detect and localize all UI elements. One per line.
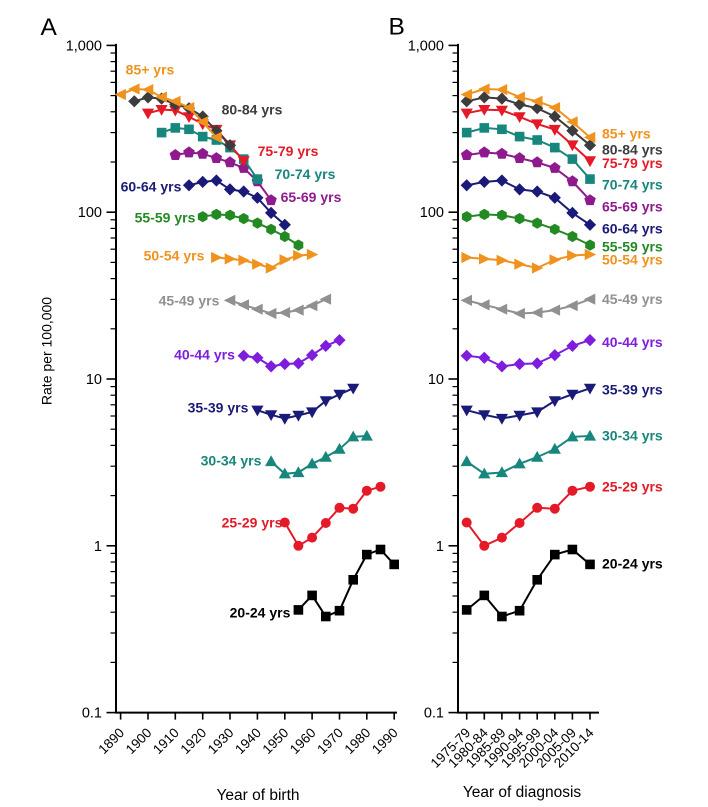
svg-text:75-79 yrs: 75-79 yrs: [258, 143, 319, 159]
svg-text:80-84 yrs: 80-84 yrs: [222, 102, 283, 118]
svg-text:75-79 yrs: 75-79 yrs: [602, 155, 663, 171]
svg-text:0.1: 0.1: [424, 706, 444, 722]
svg-text:30-34 yrs: 30-34 yrs: [602, 427, 663, 443]
svg-text:70-74 yrs: 70-74 yrs: [602, 177, 663, 193]
svg-text:35-39 yrs: 35-39 yrs: [188, 400, 249, 416]
svg-text:70-74 yrs: 70-74 yrs: [275, 166, 336, 182]
svg-text:10: 10: [86, 372, 102, 388]
svg-text:10: 10: [428, 372, 444, 388]
svg-text:Rate per 100,000: Rate per 100,000: [39, 297, 55, 405]
svg-text:40-44 yrs: 40-44 yrs: [602, 334, 663, 350]
svg-text:50-54 yrs: 50-54 yrs: [144, 248, 205, 264]
svg-text:65-69 yrs: 65-69 yrs: [281, 189, 342, 205]
svg-text:40-44 yrs: 40-44 yrs: [174, 347, 235, 363]
svg-text:60-64 yrs: 60-64 yrs: [121, 179, 182, 195]
svg-text:35-39 yrs: 35-39 yrs: [602, 382, 663, 398]
svg-text:55-59 yrs: 55-59 yrs: [602, 239, 663, 255]
svg-text:B: B: [389, 14, 405, 41]
svg-text:85+ yrs: 85+ yrs: [602, 126, 651, 142]
svg-text:100: 100: [420, 205, 444, 221]
svg-text:A: A: [41, 14, 58, 41]
svg-text:20-24 yrs: 20-24 yrs: [602, 555, 663, 571]
svg-text:0.1: 0.1: [82, 706, 102, 722]
svg-text:1: 1: [94, 539, 102, 555]
svg-text:60-64 yrs: 60-64 yrs: [602, 221, 663, 237]
svg-text:30-34 yrs: 30-34 yrs: [201, 453, 262, 469]
svg-text:55-59 yrs: 55-59 yrs: [135, 210, 196, 226]
svg-text:100: 100: [78, 205, 102, 221]
svg-text:Year of diagnosis: Year of diagnosis: [463, 784, 582, 801]
svg-text:Year of birth: Year of birth: [216, 787, 299, 804]
svg-text:20-24 yrs: 20-24 yrs: [230, 605, 291, 621]
svg-text:45-49 yrs: 45-49 yrs: [159, 293, 220, 309]
svg-text:1,000: 1,000: [408, 38, 444, 54]
svg-text:85+ yrs: 85+ yrs: [126, 62, 175, 78]
svg-text:65-69 yrs: 65-69 yrs: [602, 198, 663, 214]
svg-text:80-84 yrs: 80-84 yrs: [602, 141, 663, 157]
svg-text:25-29 yrs: 25-29 yrs: [222, 515, 283, 531]
svg-text:25-29 yrs: 25-29 yrs: [602, 479, 663, 495]
svg-text:50-54 yrs: 50-54 yrs: [602, 252, 663, 268]
svg-text:1: 1: [436, 539, 444, 555]
svg-text:45-49 yrs: 45-49 yrs: [602, 291, 663, 307]
svg-text:1,000: 1,000: [66, 38, 102, 54]
